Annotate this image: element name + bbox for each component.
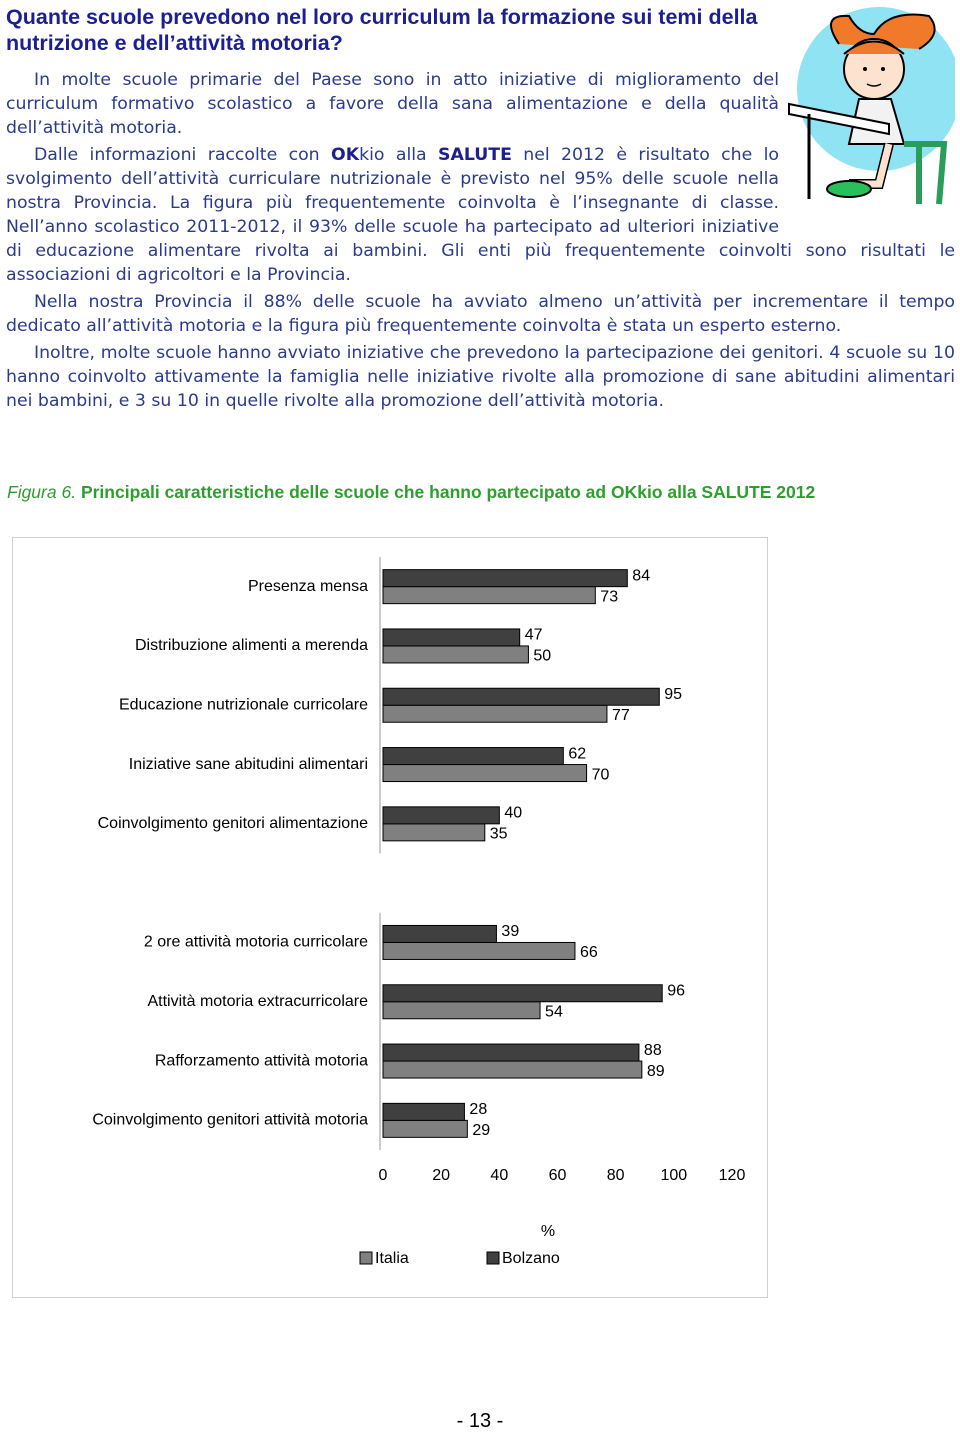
- bar: [382, 704, 608, 723]
- caption-text: Principali caratteristiche delle scuole …: [80, 482, 816, 502]
- bar: [382, 687, 660, 706]
- bar: [382, 941, 576, 960]
- figure-caption: Figura 6. Principali caratteristiche del…: [7, 482, 815, 503]
- page-number: - 13 -: [456, 1410, 504, 1432]
- value-label: 39: [501, 923, 519, 940]
- value-label: 95: [664, 686, 682, 703]
- bar: [382, 1119, 468, 1138]
- legend-swatch: [359, 1251, 373, 1265]
- x-tick-label: 0: [379, 1167, 388, 1184]
- paragraph: Nella nostra Provincia il 88% delle scuo…: [6, 290, 955, 338]
- x-tick-label: 40: [490, 1167, 508, 1184]
- x-tick-label: 80: [607, 1167, 625, 1184]
- y-tick-label: 2 ore attività motoria curricolare: [144, 934, 368, 951]
- text: nel 2012 è risultato che lo svolgimento …: [6, 145, 955, 285]
- bar: [382, 628, 521, 647]
- text: kio alla: [359, 145, 439, 165]
- bar: [382, 984, 663, 1003]
- title: Quante scuole prevedono nel loro curricu…: [6, 5, 758, 55]
- legend-label: Bolzano: [502, 1250, 560, 1267]
- x-axis-label: %: [541, 1223, 555, 1240]
- value-label: 88: [644, 1042, 662, 1059]
- bar: [382, 645, 529, 664]
- y-tick-label: Coinvolgimento genitori alimentazione: [98, 815, 368, 832]
- paragraph: In molte scuole primarie del Paese sono …: [6, 68, 955, 140]
- value-label: 70: [592, 766, 610, 783]
- chart-frame: [12, 537, 768, 1298]
- bar: [382, 1043, 640, 1062]
- legend-label: Italia: [375, 1250, 409, 1267]
- text: Nella nostra Provincia il 88% delle scuo…: [6, 292, 955, 336]
- document: Quante scuole prevedono nel loro curricu…: [6, 4, 955, 416]
- x-tick-label: 100: [660, 1167, 687, 1184]
- value-label: 66: [580, 944, 598, 961]
- text: In molte scuole primarie del Paese sono …: [6, 70, 779, 138]
- value-label: 54: [545, 1003, 563, 1020]
- bar: [382, 924, 497, 943]
- bar: [382, 806, 500, 825]
- caption-label: Figura 6.: [7, 482, 77, 502]
- value-label: 40: [504, 805, 522, 822]
- paragraph: Dalle informazioni raccolte con OKkio al…: [6, 143, 955, 287]
- value-label: 50: [533, 648, 551, 665]
- bar: [382, 1102, 465, 1121]
- text: Inoltre, molte scuole hanno avviato iniz…: [6, 343, 955, 411]
- illustration: [788, 7, 955, 205]
- y-tick-label: Distribuzione alimenti a merenda: [135, 637, 368, 654]
- bar: [382, 764, 588, 783]
- y-tick-label: Iniziative sane abitudini alimentari: [129, 756, 368, 773]
- x-tick-label: 60: [549, 1167, 567, 1184]
- y-tick-label: Coinvolgimento genitori attività motoria: [92, 1112, 368, 1129]
- x-tick-label: 20: [432, 1167, 450, 1184]
- text: Dalle informazioni raccolte con: [34, 145, 331, 165]
- value-label: 89: [647, 1063, 665, 1080]
- bar: [382, 823, 486, 842]
- text: SALUTE: [438, 145, 512, 165]
- x-tick-label: 120: [719, 1167, 746, 1184]
- y-tick-label: Rafforzamento attività motoria: [155, 1052, 368, 1069]
- chart: Presenza mensa 73 84 Distribuzione alimenti…: [12, 537, 768, 1298]
- bar: [382, 586, 596, 605]
- legend-swatch: [486, 1251, 500, 1265]
- value-label: 62: [568, 745, 586, 762]
- value-label: 73: [600, 588, 618, 605]
- bar: [382, 1060, 643, 1079]
- bar: [382, 1001, 541, 1020]
- value-label: 35: [490, 826, 508, 843]
- value-label: 84: [632, 567, 650, 584]
- value-label: 96: [667, 982, 685, 999]
- y-tick-label: Presenza mensa: [248, 578, 368, 595]
- y-tick-label: Attività motoria extracurricolare: [147, 993, 368, 1010]
- value-label: 29: [472, 1122, 490, 1139]
- value-label: 28: [469, 1101, 487, 1118]
- paragraph: Inoltre, molte scuole hanno avviato iniz…: [6, 341, 955, 413]
- bar: [382, 747, 564, 766]
- value-label: 77: [612, 707, 630, 724]
- text: OK: [331, 145, 360, 165]
- bar: [382, 569, 628, 588]
- value-label: 47: [525, 627, 543, 644]
- y-tick-label: Educazione nutrizionale curricolare: [119, 696, 368, 713]
